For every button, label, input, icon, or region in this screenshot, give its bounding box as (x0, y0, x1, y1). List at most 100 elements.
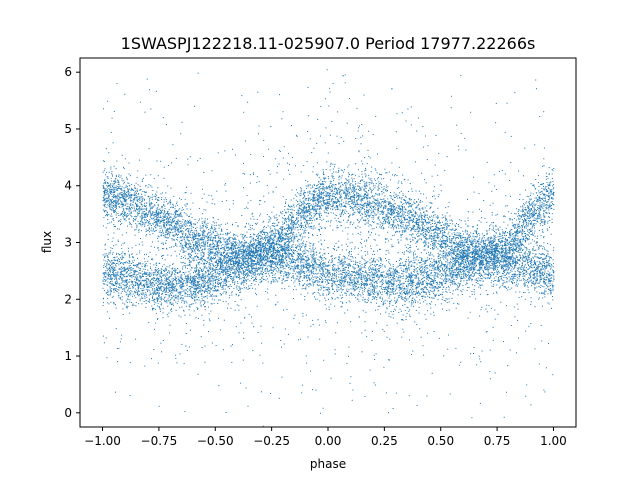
scatter-point (272, 261, 274, 263)
scatter-point (117, 182, 119, 183)
scatter-point (204, 220, 206, 222)
scatter-point (334, 163, 336, 165)
scatter-point (226, 265, 228, 267)
scatter-point (162, 244, 164, 246)
scatter-point (530, 230, 531, 232)
scatter-point (528, 207, 530, 209)
scatter-point (142, 205, 144, 207)
scatter-point (384, 217, 386, 219)
scatter-point (311, 215, 312, 217)
scatter-point (155, 216, 157, 218)
scatter-point (107, 199, 109, 201)
scatter-point (158, 216, 160, 218)
scatter-point (201, 221, 203, 223)
scatter-point (405, 208, 407, 210)
scatter-point (246, 242, 248, 244)
scatter-point (543, 221, 545, 223)
scatter-point (177, 233, 179, 235)
scatter-point (105, 181, 107, 183)
scatter-point (527, 216, 529, 218)
scatter-point (532, 202, 534, 204)
scatter-point (442, 236, 443, 238)
scatter-point (406, 212, 408, 214)
scatter-point (525, 189, 526, 191)
scatter-point (324, 200, 325, 201)
scatter-point (205, 245, 207, 247)
scatter-point (244, 252, 246, 253)
scatter-point (401, 221, 402, 223)
scatter-point (453, 248, 455, 250)
scatter-point (445, 243, 447, 245)
scatter-point (534, 200, 536, 202)
scatter-point (275, 251, 277, 253)
scatter-point (268, 236, 270, 238)
scatter-point (432, 248, 433, 250)
scatter-point (429, 234, 431, 236)
scatter-point (540, 214, 542, 216)
scatter-point (142, 197, 144, 199)
scatter-point (165, 199, 167, 200)
scatter-point (195, 248, 197, 250)
scatter-point (115, 199, 117, 201)
scatter-point (226, 229, 228, 230)
scatter-point (158, 209, 160, 211)
scatter-point (199, 245, 201, 247)
scatter-point (164, 205, 166, 207)
scatter-point (471, 261, 473, 263)
scatter-point (350, 201, 352, 203)
scatter-point (276, 217, 278, 219)
scatter-point (257, 237, 259, 239)
scatter-point (442, 256, 444, 258)
scatter-point (175, 229, 177, 231)
scatter-point (302, 200, 304, 202)
scatter-point (172, 226, 173, 228)
scatter-point (269, 238, 271, 240)
scatter-point (478, 257, 480, 259)
scatter-point (356, 196, 357, 198)
scatter-point (423, 211, 425, 213)
scatter-point (108, 185, 109, 186)
scatter-point (181, 225, 183, 227)
scatter-point (303, 209, 305, 211)
scatter-point (327, 200, 329, 202)
scatter-point (497, 273, 499, 275)
scatter-point (189, 242, 191, 244)
scatter-point (530, 223, 532, 225)
scatter-point (160, 215, 161, 217)
scatter-point (387, 212, 389, 214)
scatter-point (391, 224, 393, 226)
scatter-point (256, 251, 257, 253)
scatter-point (176, 214, 178, 215)
scatter-point (372, 195, 373, 197)
scatter-point (431, 235, 433, 237)
scatter-point (486, 252, 487, 254)
scatter-point (132, 201, 134, 203)
scatter-point (505, 260, 507, 262)
scatter-point (390, 192, 391, 193)
scatter-point (211, 246, 213, 248)
scatter-point (112, 202, 114, 204)
scatter-point (471, 244, 473, 246)
scatter-point (200, 259, 202, 261)
scatter-point (537, 235, 539, 237)
scatter-point (123, 182, 125, 183)
scatter-point (110, 203, 112, 205)
scatter-point (351, 203, 353, 205)
scatter-point (148, 227, 150, 229)
scatter-point (462, 237, 464, 239)
scatter-point (529, 203, 531, 205)
scatter-point (405, 196, 407, 198)
scatter-point (411, 219, 413, 221)
scatter-point (180, 212, 182, 214)
scatter-point (299, 201, 301, 203)
scatter-point (291, 212, 293, 214)
scatter-point (487, 238, 489, 240)
scatter-point (465, 252, 466, 254)
scatter-point (452, 236, 454, 237)
scatter-point (464, 245, 466, 246)
scatter-point (280, 228, 282, 230)
scatter-point (391, 209, 393, 211)
scatter-point (409, 183, 411, 184)
scatter-point (179, 208, 181, 210)
scatter-point (157, 220, 158, 222)
